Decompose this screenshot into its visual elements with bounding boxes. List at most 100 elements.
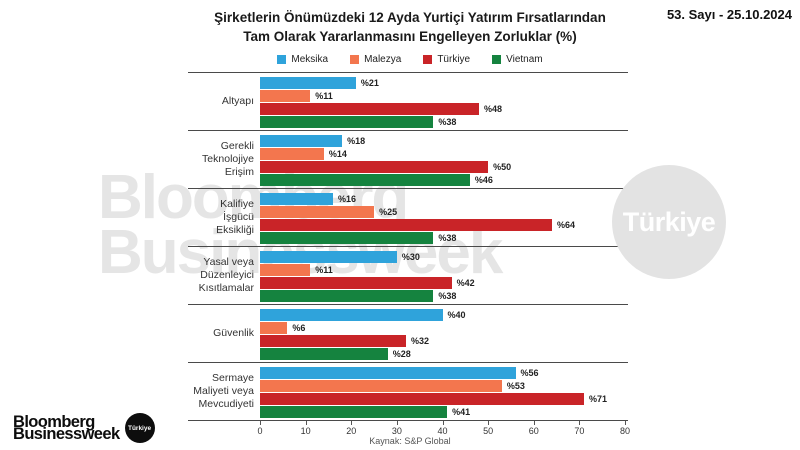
bar-value-label: %16 bbox=[338, 194, 357, 204]
bar-value-label: %28 bbox=[392, 349, 411, 359]
bar-value-label: %50 bbox=[493, 162, 512, 172]
logo-text: Bloomberg Businessweek bbox=[13, 412, 120, 443]
watermark-turkiye-label: Türkiye bbox=[622, 206, 716, 237]
category-label: Altyapı bbox=[221, 94, 254, 107]
bar-value-label: %38 bbox=[438, 291, 457, 301]
bar-vietnam bbox=[260, 348, 388, 360]
separator-line bbox=[188, 362, 628, 364]
legend-swatch-icon bbox=[492, 55, 502, 64]
separator-line bbox=[188, 130, 628, 132]
category-label: Sermaye Maliyeti veya Mevcudiyeti bbox=[193, 371, 254, 410]
source-label: Kaynak: S&P Global bbox=[369, 436, 451, 446]
separator-line bbox=[188, 72, 628, 74]
logo-badge-label: Türkiye bbox=[127, 424, 152, 432]
bar-value-label: %38 bbox=[438, 117, 457, 127]
bar-meksika bbox=[260, 251, 397, 263]
bar-malezya bbox=[260, 322, 288, 334]
x-axis-tick bbox=[260, 421, 261, 425]
bar-value-label: %53 bbox=[506, 381, 525, 391]
bar-meksika bbox=[260, 135, 343, 147]
watermark-turkiye-badge: Türkiye bbox=[612, 165, 726, 279]
legend-item-malezya: Malezya bbox=[350, 54, 401, 65]
legend-swatch-icon bbox=[350, 55, 360, 64]
bar-value-label: %56 bbox=[520, 368, 539, 378]
bar-value-label: %48 bbox=[484, 104, 503, 114]
chart-title: Şirketlerin Önümüzdeki 12 Ayda Yurtiçi Y… bbox=[20, 8, 800, 46]
bar-vietnam bbox=[260, 406, 448, 418]
x-axis-tick-label: 10 bbox=[300, 426, 311, 436]
bar-value-label: %71 bbox=[588, 394, 607, 404]
legend-item-meksika: Meksika bbox=[277, 54, 328, 65]
bar-value-label: %21 bbox=[360, 78, 379, 88]
x-axis-tick-label: 0 bbox=[257, 426, 263, 436]
separator-line bbox=[188, 304, 628, 306]
category-label: Yasal veya Düzenleyici Kısıtlamalar bbox=[198, 255, 254, 294]
logo-turkiye-badge: Türkiye bbox=[124, 413, 155, 443]
bar-value-label: %40 bbox=[447, 310, 466, 320]
x-axis-tick-label: 20 bbox=[346, 426, 357, 436]
bar-malezya bbox=[260, 90, 311, 102]
bar-value-label: %18 bbox=[347, 136, 366, 146]
bar-value-label: %11 bbox=[315, 91, 333, 101]
bar-value-label: %38 bbox=[438, 233, 457, 243]
bar-malezya bbox=[260, 264, 311, 276]
legend-item-vietnam: Vietnam bbox=[492, 54, 543, 65]
x-axis-line bbox=[188, 420, 628, 422]
bar-value-label: %42 bbox=[456, 278, 475, 288]
logo-line2: Businessweek bbox=[13, 425, 120, 443]
bar-vietnam bbox=[260, 290, 434, 302]
bar-vietnam bbox=[260, 174, 470, 186]
bar-value-label: %32 bbox=[411, 336, 430, 346]
x-axis-tick-label: 70 bbox=[574, 426, 585, 436]
x-axis-tick-label: 80 bbox=[619, 426, 630, 436]
x-axis-tick-label: 50 bbox=[483, 426, 494, 436]
bar-türkiye bbox=[260, 393, 584, 405]
x-axis-tick bbox=[488, 421, 490, 425]
legend-swatch-icon bbox=[423, 55, 433, 64]
separator-line bbox=[188, 188, 628, 190]
bar-value-label: %46 bbox=[474, 175, 493, 185]
x-axis-tick bbox=[396, 421, 398, 425]
bar-meksika bbox=[260, 193, 333, 205]
legend-swatch-icon bbox=[277, 55, 287, 64]
x-axis-tick bbox=[625, 421, 626, 425]
header-area: Şirketlerin Önümüzdeki 12 Ayda Yurtiçi Y… bbox=[20, 0, 800, 65]
category-label: Gerekli Teknolojiye Erişim bbox=[202, 139, 254, 178]
logo-line1: Bloomberg bbox=[13, 412, 95, 431]
category-label: Kalifiye İşgücü Eksikliği bbox=[216, 197, 254, 236]
bar-meksika bbox=[260, 309, 443, 321]
separator-line bbox=[188, 246, 628, 248]
bar-value-label: %64 bbox=[557, 220, 576, 230]
issue-date: 53. Sayı - 25.10.2024 bbox=[666, 7, 792, 22]
bar-türkiye bbox=[260, 335, 406, 347]
x-axis-tick bbox=[442, 421, 444, 425]
legend-item-türkiye: Türkiye bbox=[423, 54, 470, 65]
x-axis-tick bbox=[533, 421, 535, 425]
category-label: Güvenlik bbox=[213, 326, 254, 339]
bar-malezya bbox=[260, 206, 375, 218]
x-axis-tick bbox=[579, 421, 581, 425]
bar-türkiye bbox=[260, 103, 479, 115]
x-axis-tick bbox=[305, 421, 307, 425]
chart-title-line2: Tam Olarak Yararlanmasını Engelleyen Zor… bbox=[243, 29, 577, 44]
bar-value-label: %30 bbox=[401, 252, 420, 262]
x-axis-tick bbox=[351, 421, 353, 425]
bar-value-label: %6 bbox=[292, 323, 306, 333]
bar-value-label: %11 bbox=[315, 265, 333, 275]
legend-label: Vietnam bbox=[506, 54, 543, 65]
x-axis-tick-label: 30 bbox=[391, 426, 402, 436]
bar-türkiye bbox=[260, 219, 552, 231]
bar-value-label: %14 bbox=[328, 149, 347, 159]
bar-türkiye bbox=[260, 277, 452, 289]
legend-label: Malezya bbox=[364, 54, 402, 65]
bar-türkiye bbox=[260, 161, 489, 173]
bar-meksika bbox=[260, 77, 356, 89]
legend-label: Meksika bbox=[291, 54, 329, 65]
bar-malezya bbox=[260, 380, 502, 392]
bar-vietnam bbox=[260, 116, 434, 128]
bar-vietnam bbox=[260, 232, 434, 244]
x-axis-tick-label: 60 bbox=[528, 426, 539, 436]
bar-value-label: %25 bbox=[379, 207, 398, 217]
